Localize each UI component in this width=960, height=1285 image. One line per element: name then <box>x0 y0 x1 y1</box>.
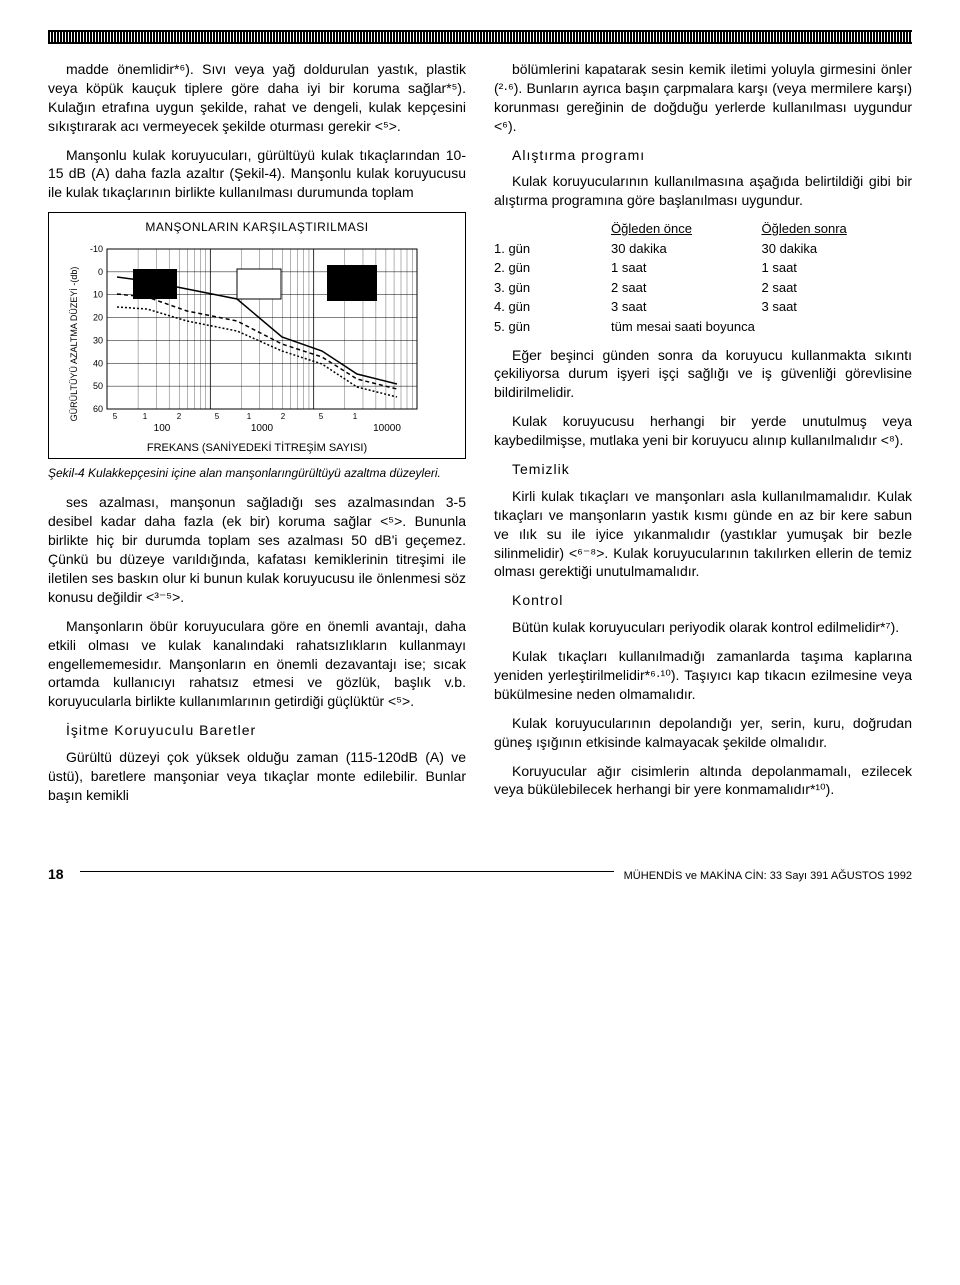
table-cell: 3 saat <box>611 298 761 316</box>
table-row: 1. gün30 dakika30 dakika <box>494 240 912 258</box>
schedule-table: Öğleden önce Öğleden sonra 1. gün30 daki… <box>494 220 912 335</box>
table-header-cell: Öğleden sonra <box>762 220 912 238</box>
svg-text:60: 60 <box>93 404 103 414</box>
heading-baretler: İşitme Koruyuculu Baretler <box>48 721 466 740</box>
svg-text:0: 0 <box>98 267 103 277</box>
table-cell: 2 saat <box>762 279 912 297</box>
svg-text:1: 1 <box>247 412 252 421</box>
table-row: 4. gün3 saat3 saat <box>494 298 912 316</box>
decorative-top-border <box>48 30 912 44</box>
table-cell: 2 saat <box>611 279 761 297</box>
svg-text:5: 5 <box>319 412 324 421</box>
svg-text:5: 5 <box>215 412 220 421</box>
inset-box <box>133 269 177 299</box>
paragraph: Kulak koruyucularının kullanılmasına aşa… <box>494 172 912 210</box>
figure-4-box: MANŞONLARIN KARŞILAŞTIRILMASI GÜRÜLTÜYÜ … <box>48 212 466 459</box>
paragraph: madde önemlidir*⁶). Sıvı veya yağ doldur… <box>48 60 466 136</box>
chart-plot-area: GÜRÜLTÜYÜ AZALTMA DÜZEYİ -(db) -10 0 10 20 3… <box>53 239 461 439</box>
inset-box <box>327 265 377 301</box>
paragraph: Kulak koruyucusu herhangi bir yerde unut… <box>494 412 912 450</box>
table-cell: 3 saat <box>762 298 912 316</box>
paragraph: bölümlerini kapatarak sesin kemik iletim… <box>494 60 912 136</box>
svg-text:10: 10 <box>93 290 103 300</box>
paragraph: Kirli kulak tıkaçları ve manşonları asla… <box>494 487 912 581</box>
paragraph: Kulak tıkaçları kullanılmadığı zamanlard… <box>494 647 912 704</box>
footer-divider <box>80 871 614 872</box>
table-cell: 5. gün <box>494 318 611 336</box>
svg-text:30: 30 <box>93 336 103 346</box>
page-footer: 18 MÜHENDİS ve MAKİNA CİN: 33 Sayı 391 A… <box>48 865 912 884</box>
y-ticks: -10 0 10 20 30 40 50 60 <box>90 244 103 414</box>
table-row: 3. gün2 saat2 saat <box>494 279 912 297</box>
svg-text:50: 50 <box>93 382 103 392</box>
right-column: bölümlerini kapatarak sesin kemik iletim… <box>494 60 912 815</box>
paragraph: Manşonların öbür koruyuculara göre en ön… <box>48 617 466 711</box>
table-cell: 2. gün <box>494 259 611 277</box>
table-cell: 3. gün <box>494 279 611 297</box>
svg-text:40: 40 <box>93 359 103 369</box>
paragraph: ses azalması, manşonun sağladığı ses aza… <box>48 493 466 606</box>
table-cell: 1 saat <box>611 259 761 277</box>
svg-text:1: 1 <box>143 412 148 421</box>
left-column: madde önemlidir*⁶). Sıvı veya yağ doldur… <box>48 60 466 815</box>
svg-text:1000: 1000 <box>251 423 274 434</box>
inset-box <box>237 269 281 299</box>
chart-svg: GÜRÜLTÜYÜ AZALTMA DÜZEYİ -(db) -10 0 10 20 3… <box>53 239 461 439</box>
figure-title: MANŞONLARIN KARŞILAŞTIRILMASI <box>53 219 461 235</box>
svg-text:5: 5 <box>113 412 118 421</box>
table-header: Öğleden önce Öğleden sonra <box>494 220 912 238</box>
table-cell: tüm mesai saati boyunca <box>611 318 912 336</box>
chart-xlabel: FREKANS (SANİYEDEKİ TİTREŞİM SAYISI) <box>53 441 461 456</box>
svg-text:-10: -10 <box>90 244 103 254</box>
table-header-cell <box>494 220 611 238</box>
svg-text:1: 1 <box>353 412 358 421</box>
x-major-ticks: 100 1000 10000 <box>154 423 402 434</box>
figure-caption: Şekil-4 Kulakkepçesini içine alan manşon… <box>48 465 466 481</box>
paragraph: Bütün kulak koruyucuları periyodik olara… <box>494 618 912 637</box>
paragraph: Gürültü düzeyi çok yüksek olduğu zaman (… <box>48 748 466 805</box>
x-minor-ticks: 5 1 2 5 1 2 5 1 <box>113 412 358 421</box>
paragraph: Manşonlu kulak koruyucuları, gürültüyü k… <box>48 146 466 203</box>
table-cell: 30 dakika <box>611 240 761 258</box>
table-row: 2. gün1 saat1 saat <box>494 259 912 277</box>
svg-text:10000: 10000 <box>373 423 401 434</box>
table-cell: 1 saat <box>762 259 912 277</box>
svg-text:20: 20 <box>93 313 103 323</box>
heading-alistirma: Alıştırma programı <box>494 146 912 165</box>
heading-temizlik: Temizlik <box>494 460 912 479</box>
heading-kontrol: Kontrol <box>494 591 912 610</box>
footer-citation: MÜHENDİS ve MAKİNA CİN: 33 Sayı 391 AĞUS… <box>624 869 912 884</box>
page-number: 18 <box>48 865 64 884</box>
svg-text:100: 100 <box>154 423 171 434</box>
chart-ylabel: GÜRÜLTÜYÜ AZALTMA DÜZEYİ -(db) <box>69 267 79 422</box>
two-column-layout: madde önemlidir*⁶). Sıvı veya yağ doldur… <box>48 60 912 815</box>
table-cell: 1. gün <box>494 240 611 258</box>
page-container: madde önemlidir*⁶). Sıvı veya yağ doldur… <box>0 0 960 904</box>
table-header-cell: Öğleden önce <box>611 220 761 238</box>
svg-text:2: 2 <box>177 412 182 421</box>
table-cell: 30 dakika <box>762 240 912 258</box>
paragraph: Kulak koruyucularının depolandığı yer, s… <box>494 714 912 752</box>
table-row: 5. gün tüm mesai saati boyunca <box>494 318 912 336</box>
table-cell: 4. gün <box>494 298 611 316</box>
paragraph: Koruyucular ağır cisimlerin altında depo… <box>494 762 912 800</box>
paragraph: Eğer beşinci günden sonra da koruyucu ku… <box>494 346 912 403</box>
svg-text:2: 2 <box>281 412 286 421</box>
